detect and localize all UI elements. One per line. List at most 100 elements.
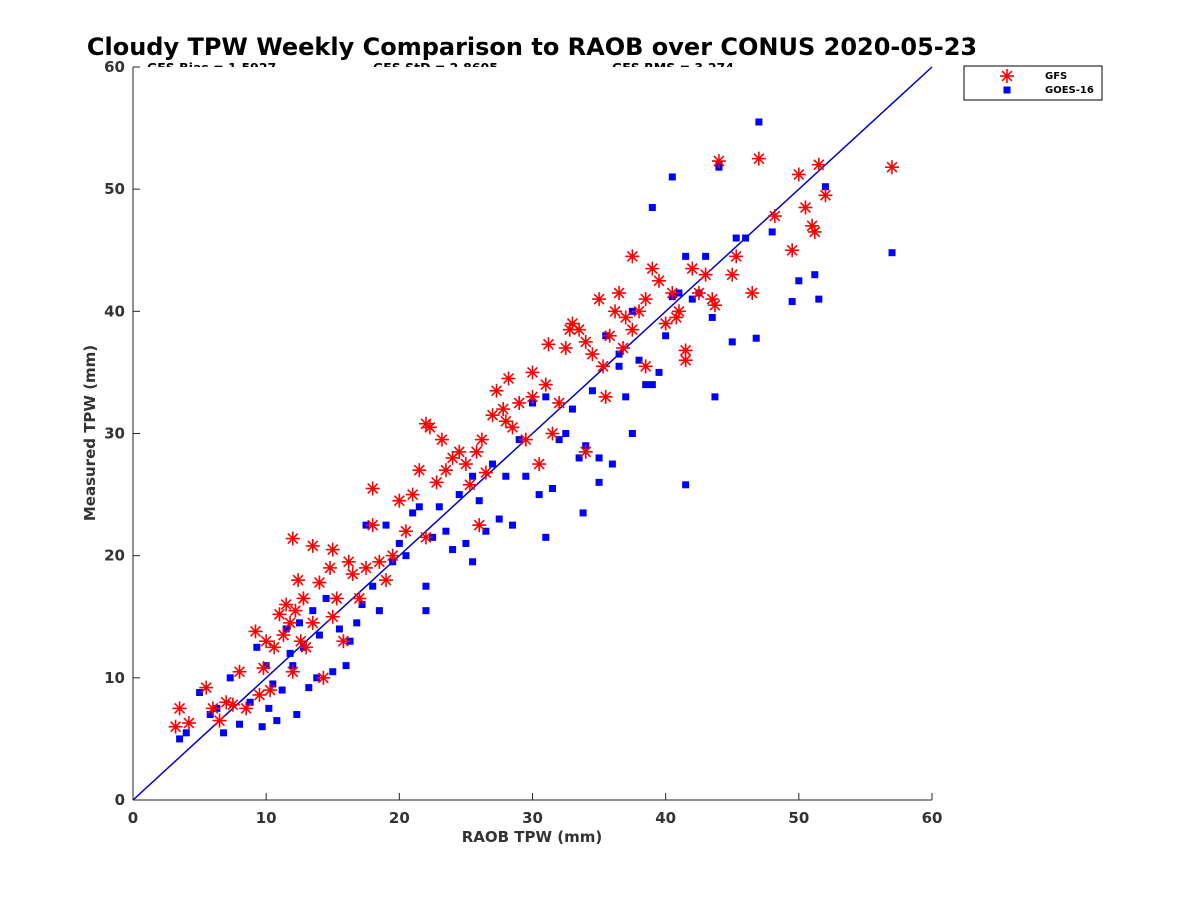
gfs-point [225, 697, 240, 712]
gfs-point [418, 416, 433, 431]
goes-16-point [682, 252, 690, 260]
goes-16-point [615, 350, 623, 358]
gfs-point [316, 670, 331, 685]
goes-16-point [642, 381, 650, 389]
gfs-point [239, 701, 254, 716]
gfs-point [678, 353, 693, 368]
gfs-point [558, 340, 573, 355]
gfs-point [305, 615, 320, 630]
goes-16-point [442, 527, 450, 535]
goes-16-point [648, 381, 656, 389]
gfs-point [767, 209, 782, 224]
goes-16-point [469, 558, 477, 566]
goes-16-point [711, 393, 719, 401]
goes-16-point [282, 625, 290, 633]
goes-16-point [568, 405, 576, 413]
gfs-point [625, 249, 640, 264]
goes-16-point [315, 631, 323, 639]
goes-16-point [435, 503, 443, 511]
x-axis-ticks: 0 10 20 30 40 50 60 [128, 793, 942, 827]
gfs-point [798, 200, 813, 215]
goes-16-point [688, 295, 696, 303]
gfs-point [283, 615, 298, 630]
goes-16-point [286, 649, 294, 657]
gfs-point [458, 457, 473, 472]
gfs-point [263, 683, 278, 698]
goes-16-point [575, 454, 583, 462]
gfs-point [638, 292, 653, 307]
gfs-point [538, 377, 553, 392]
gfs-point [252, 687, 267, 702]
y-tick-label: 20 [104, 547, 125, 565]
gfs-point [602, 328, 617, 343]
goes-16-point [755, 118, 763, 126]
gfs-point [711, 154, 726, 169]
gfs-point [596, 359, 611, 374]
goes-16-point [542, 533, 550, 541]
goes-16-point [708, 313, 716, 321]
goes-16-point [265, 704, 273, 712]
goes-16-point [622, 393, 630, 401]
goes-16-point [811, 271, 819, 279]
gfs-point [496, 402, 511, 417]
goes-16-point [888, 249, 896, 257]
gfs-point [365, 481, 380, 496]
gfs-point [418, 530, 433, 545]
gfs-point [698, 267, 713, 282]
goes-16-point [469, 472, 477, 480]
goes-16-point [482, 527, 490, 535]
goes-16-point [206, 710, 214, 718]
goes-16-point [309, 607, 317, 615]
gfs-point [365, 518, 380, 533]
gfs-point [665, 286, 680, 301]
goes-16-point [422, 582, 430, 590]
goes-16-point [342, 662, 350, 670]
gfs-point [485, 408, 500, 423]
goes-16-point [732, 234, 740, 242]
x-tick-label: 20 [389, 809, 410, 827]
goes-16-point [176, 735, 184, 743]
goes-16-point [335, 625, 343, 633]
gfs-point [512, 395, 527, 410]
goes-16-point [246, 698, 254, 706]
goes-16-point [449, 546, 457, 554]
goes-16-point [278, 686, 286, 694]
goes-16-point [329, 668, 337, 676]
gfs-point [405, 487, 420, 502]
gfs-point [305, 538, 320, 553]
gfs-point [392, 493, 407, 508]
goes-16-point [422, 607, 430, 615]
gfs-point [578, 444, 593, 459]
legend-goes-16-label: GOES-16 [1045, 85, 1094, 96]
goes-16-point [236, 720, 244, 728]
goes-16-point [522, 472, 530, 480]
legend-goes-marker [1003, 86, 1011, 94]
goes-16-point [253, 643, 261, 651]
legend-gfs-marker [1000, 69, 1014, 83]
goes-16-point [495, 515, 503, 523]
legend-box [963, 65, 1103, 101]
gfs-point [212, 713, 227, 728]
goes-16-point [795, 277, 803, 285]
gfs-point [272, 607, 287, 622]
gfs-point [885, 160, 900, 175]
gfs-point [325, 609, 340, 624]
gfs-point [751, 151, 766, 166]
goes-16-point [662, 332, 670, 340]
y-tick-label: 50 [104, 180, 125, 198]
gfs-point [172, 701, 187, 716]
goes-16-point [395, 539, 403, 547]
gfs-point [248, 624, 263, 639]
goes-16-point [595, 454, 603, 462]
gfs-point [259, 634, 274, 649]
gfs-point [532, 457, 547, 472]
goes-16-point [821, 183, 829, 191]
gfs-point [498, 414, 513, 429]
gfs-point [325, 542, 340, 557]
goes-16-point [220, 729, 228, 737]
gfs-point [267, 640, 282, 655]
goes-16-point [655, 368, 663, 376]
gfs-point [276, 628, 291, 643]
goes-16-point [668, 173, 676, 181]
